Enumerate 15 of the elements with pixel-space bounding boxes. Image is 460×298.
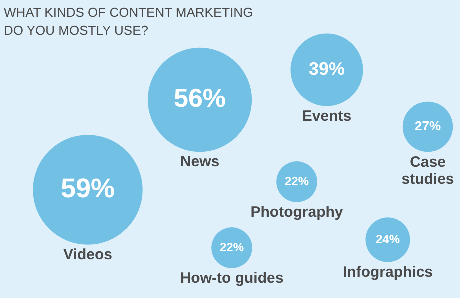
data-label: 24% bbox=[376, 232, 400, 246]
category-label: How-to guides bbox=[180, 270, 284, 288]
data-label: 22% bbox=[220, 240, 244, 254]
category-label: Videos bbox=[64, 246, 112, 264]
data-label: 39% bbox=[308, 58, 346, 79]
category-label: News bbox=[180, 154, 220, 171]
data-label: 56% bbox=[174, 83, 226, 114]
text: WHAT KINDS OF CONTENT MARKETING DO YOU MOSTLY USE? bbox=[4, 4, 254, 40]
data-label: 22% bbox=[284, 174, 310, 188]
data-label: 59% bbox=[60, 173, 116, 204]
category-label: Case studies bbox=[402, 154, 454, 188]
data-label: 27% bbox=[414, 118, 442, 134]
category-label: Photography bbox=[250, 204, 344, 222]
category-label: Events bbox=[302, 108, 352, 125]
category-label: Infographics bbox=[342, 264, 434, 281]
